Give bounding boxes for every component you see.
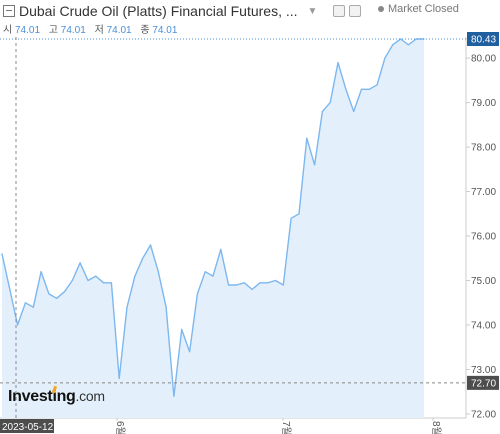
data-point: [282, 284, 284, 286]
data-point: [212, 275, 214, 277]
y-tick-label: 77.00: [471, 187, 496, 198]
y-tick-label: 73.00: [471, 365, 496, 376]
data-point: [337, 62, 339, 64]
data-point: [17, 324, 19, 326]
y-tick-label: 79.00: [471, 98, 496, 109]
ohlc-readout: 시 74.01 고 74.01 저 74.01 종 74.01: [3, 21, 183, 36]
data-point: [118, 377, 120, 379]
data-point: [71, 279, 73, 282]
data-point: [321, 110, 323, 113]
market-status: Market Closed: [378, 3, 459, 15]
data-point: [360, 88, 363, 90]
data-point: [274, 279, 277, 282]
y-tick-label: 76.00: [471, 232, 496, 243]
data-point: [415, 38, 417, 40]
y-tick-label: 75.00: [471, 276, 496, 287]
data-point: [157, 271, 159, 273]
crosshair-date-badge: [0, 419, 54, 433]
data-point: [181, 328, 183, 331]
data-point: [314, 164, 316, 166]
ohlc-high-value: 74.01: [60, 25, 86, 36]
data-point: [142, 257, 144, 259]
data-point: [353, 110, 355, 113]
data-point: [134, 275, 136, 277]
ohlc-close-label: 종: [140, 25, 150, 36]
y-tick-label: 74.00: [471, 321, 496, 332]
data-point: [63, 291, 66, 293]
data-point: [173, 395, 175, 397]
data-point: [400, 38, 402, 40]
ohlc-open-value: 74.01: [14, 25, 41, 36]
data-point: [1, 253, 3, 255]
last-price-badge: [467, 32, 499, 46]
y-tick-label: 80.00: [471, 54, 496, 65]
data-point: [392, 44, 394, 46]
data-point: [243, 282, 245, 284]
data-point: [95, 275, 97, 277]
data-point: [110, 282, 112, 284]
data-point: [220, 248, 222, 250]
data-point: [251, 288, 253, 290]
ohlc-close-value: 74.01: [152, 25, 178, 36]
data-point: [79, 262, 81, 264]
data-point: [87, 279, 89, 282]
data-point: [329, 102, 331, 104]
chart-tools: [333, 5, 361, 17]
chart-header: Dubai Crude Oil (Platts) Financial Futur…: [0, 0, 500, 38]
series-area: [2, 39, 424, 418]
y-tick-label: 78.00: [471, 143, 496, 154]
data-point: [56, 297, 58, 299]
x-tick-label: 6월: [114, 421, 126, 434]
ohlc-open-label: 시: [3, 25, 13, 36]
data-point: [267, 282, 269, 284]
chevron-down-icon[interactable]: ▼: [307, 5, 318, 17]
data-point: [48, 293, 50, 295]
ohlc-low-label: 저: [94, 25, 104, 36]
investing-logo: Investing.com: [8, 388, 105, 405]
crosshair-price-badge: [467, 375, 499, 390]
x-tick-label: 8월: [430, 421, 442, 434]
close-icon[interactable]: [349, 5, 361, 17]
ohlc-high-label: 고: [48, 25, 58, 36]
data-point: [189, 351, 191, 353]
data-point: [165, 306, 167, 308]
data-point: [345, 88, 347, 90]
data-point: [24, 302, 26, 304]
data-point: [32, 306, 34, 308]
data-point: [259, 282, 261, 284]
x-tick-label: 7월: [280, 421, 292, 434]
last-price-label: 80.43: [471, 35, 496, 46]
data-point: [204, 271, 206, 273]
data-point: [235, 284, 237, 286]
data-point: [376, 84, 378, 86]
data-point: [368, 88, 370, 90]
instrument-title: Dubai Crude Oil (Platts) Financial Futur…: [19, 3, 298, 19]
settings-icon[interactable]: [333, 5, 345, 17]
data-point: [298, 213, 300, 215]
data-point: [196, 293, 198, 295]
ohlc-low-value: 74.01: [106, 25, 132, 36]
crosshair-date-label: 2023-05-12: [2, 422, 54, 433]
data-point: [9, 288, 11, 290]
data-point: [126, 306, 128, 308]
data-point: [384, 57, 386, 59]
data-point: [290, 217, 292, 219]
status-dot-icon: [378, 6, 384, 12]
collapse-icon[interactable]: [3, 5, 15, 17]
title-row: Dubai Crude Oil (Platts) Financial Futur…: [3, 2, 317, 20]
data-point: [149, 244, 152, 246]
y-tick-label: 72.00: [471, 410, 496, 421]
data-point: [228, 284, 230, 286]
data-point: [103, 282, 105, 284]
data-point: [306, 137, 308, 139]
data-point: [40, 271, 42, 273]
data-point: [407, 44, 409, 46]
market-status-label: Market Closed: [388, 3, 459, 15]
crosshair-price-label: 72.70: [471, 378, 496, 389]
